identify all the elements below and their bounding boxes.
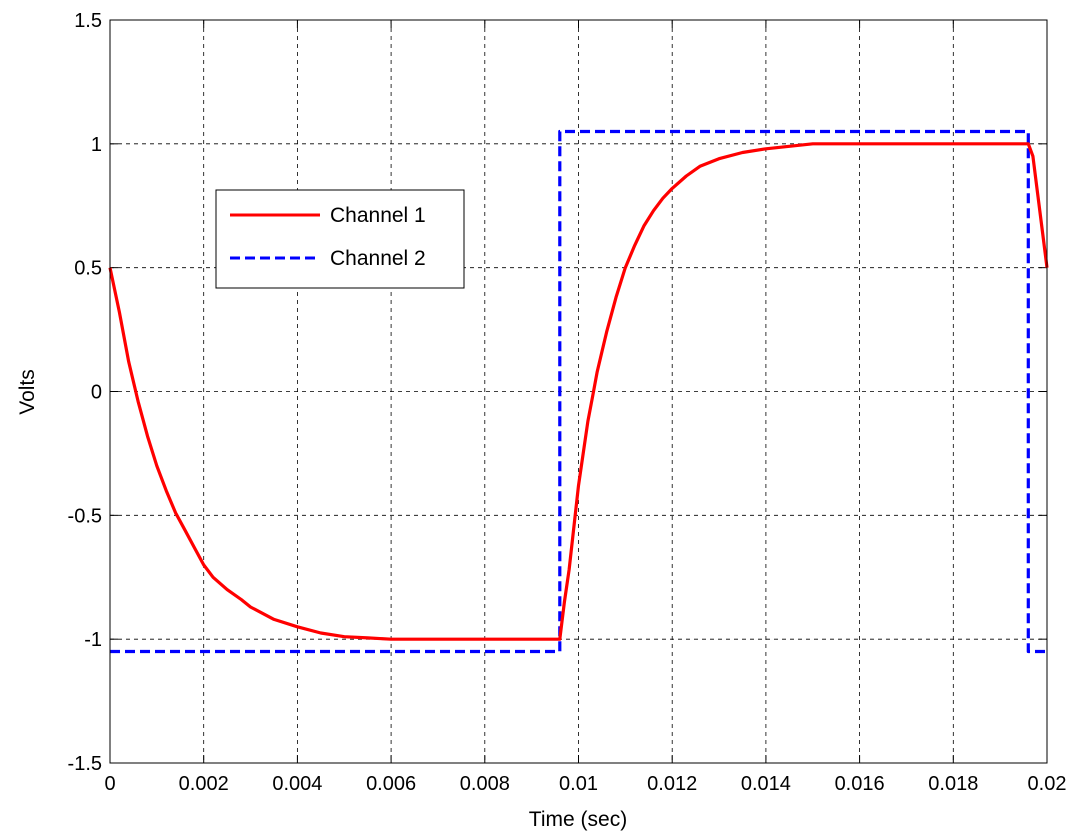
y-tick-label: 0 (91, 382, 102, 404)
x-tick-label: 0 (104, 773, 115, 795)
x-tick-label: 0.008 (460, 773, 510, 795)
y-tick-label: 0.5 (74, 258, 102, 280)
plot-area-border (109, 19, 1048, 764)
legend: Channel 1 Channel 2 (215, 189, 465, 289)
y-tick-label: -0.5 (68, 505, 102, 527)
legend-label-channel-2: Channel 2 (330, 247, 426, 270)
series-line-channel-1 (108, 142, 1049, 641)
x-axis-label: Time (sec) (529, 808, 627, 831)
x-tick-label: 0.012 (647, 773, 697, 795)
y-tick-label: -1.5 (68, 753, 102, 775)
series-layer (108, 129, 1049, 654)
x-tick-label: 0.01 (559, 773, 598, 795)
series-line-channel-2 (110, 129, 1047, 654)
y-tick-label: -1 (84, 629, 102, 651)
x-tick-label: 0.016 (835, 773, 885, 795)
legend-label-channel-1: Channel 1 (330, 204, 426, 227)
y-axis-label: Volts (16, 369, 39, 415)
x-tick-label: 0.02 (1028, 773, 1067, 795)
x-tick-label: 0.002 (179, 773, 229, 795)
y-tick-labels: -1.5 -1 -0.5 0 0.5 1 1.5 (68, 10, 102, 775)
y-tick-label: 1.5 (74, 10, 102, 32)
x-tick-label: 0.006 (366, 773, 416, 795)
legend-box (215, 189, 465, 289)
y-tick-label: 1 (91, 134, 102, 156)
x-tick-label: 0.004 (272, 773, 322, 795)
x-tick-label: 0.014 (741, 773, 791, 795)
x-tick-labels: 0 0.002 0.004 0.006 0.008 0.01 0.012 0.014 0.016… (104, 773, 1066, 795)
x-tick-label: 0.018 (928, 773, 978, 795)
